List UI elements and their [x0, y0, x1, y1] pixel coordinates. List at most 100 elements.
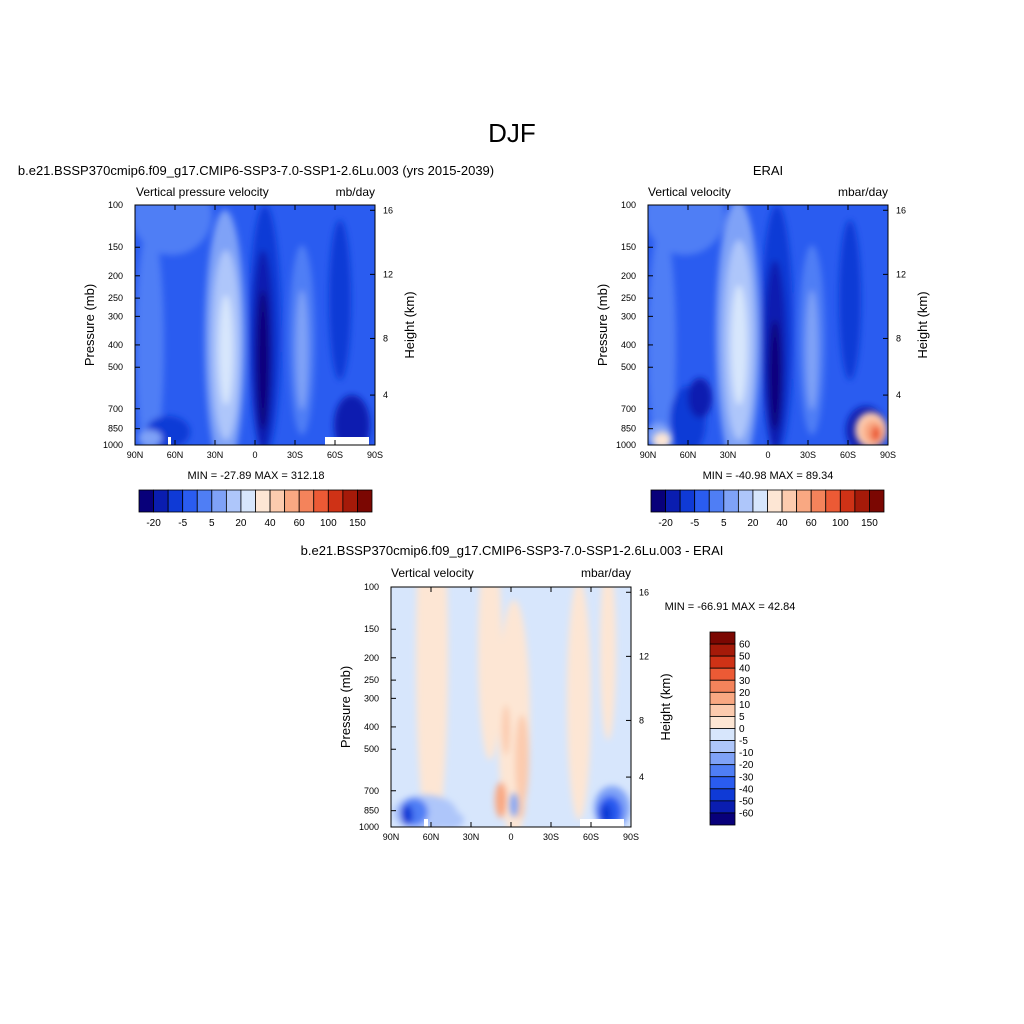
model-xtick-label: 90S: [367, 450, 383, 460]
erai-colorbar-label: 60: [806, 518, 818, 529]
diff-ytick-label: 850: [364, 806, 379, 816]
model-colorbar-box: [255, 489, 271, 513]
diff-xtick-label: 90S: [623, 832, 639, 842]
diff-colorbar-label: 40: [739, 664, 751, 675]
model-colorbar-box: [342, 489, 358, 513]
panel-diff-stats: MIN = -66.91 MAX = 42.84: [665, 601, 796, 613]
model-y2label: Height (km): [402, 291, 417, 358]
diff-colorbar-label: -60: [739, 808, 754, 819]
erai-colorbar-box: [825, 489, 841, 513]
erai-ytick-label: 300: [621, 311, 636, 321]
model-y2tick-label: 16: [383, 205, 393, 215]
panel-model: b.e21.BSSP370cmip6.f09_g17.CMIP6-SSP3-7.…: [18, 163, 494, 529]
panel-diff-title: b.e21.BSSP370cmip6.f09_g17.CMIP6-SSP3-7.…: [301, 543, 724, 558]
erai-colorbar-label: 100: [832, 518, 849, 529]
diff-colorbar-box: [709, 764, 736, 778]
erai-y2tick-label: 12: [896, 269, 906, 279]
diff-ytick-label: 1000: [359, 822, 379, 832]
diff-colorbar-label: -30: [739, 772, 754, 783]
erai-colorbar-box: [767, 489, 783, 513]
erai-xtick-label: 90S: [880, 450, 896, 460]
erai-ytick-label: 400: [621, 340, 636, 350]
diff-colorbar-label: 20: [739, 688, 751, 699]
diff-y2tick-label: 12: [639, 651, 649, 661]
erai-xtick-label: 0: [765, 450, 770, 460]
model-y2tick-label: 8: [383, 333, 388, 343]
panel-model-field: [135, 205, 375, 445]
panel-model-right-subtitle: mb/day: [336, 185, 375, 199]
diff-colorbar-label: -50: [739, 796, 754, 807]
erai-colorbar-label: 150: [861, 518, 878, 529]
erai-colorbar-box: [708, 489, 725, 513]
diff-xtick-label: 60S: [583, 832, 599, 842]
erai-colorbar-box: [869, 489, 885, 513]
model-ytick-label: 500: [108, 362, 123, 372]
diff-colorbar-box: [709, 752, 736, 766]
diff-ylabel: Pressure (mb): [338, 666, 353, 748]
erai-colorbar-box: [665, 489, 681, 513]
diff-ytick-label: 300: [364, 693, 379, 703]
panel-model-axes: 90N 60N 30N 0 30S 60S 90S 100 150 200 250 300 400 500…: [82, 200, 417, 460]
panel-diff-left-subtitle: Vertical velocity: [391, 566, 474, 580]
diff-ytick-label: 100: [364, 582, 379, 592]
erai-xtick-label: 30N: [720, 450, 737, 460]
model-colorbar-label: 40: [265, 518, 277, 529]
panel-erai-field: [648, 205, 888, 445]
erai-colorbar-label: 5: [721, 518, 727, 529]
model-xtick-label: 60S: [327, 450, 343, 460]
erai-colorbar-box: [839, 489, 856, 513]
page-title: DJF: [488, 118, 536, 148]
diff-colorbar-box: [709, 703, 736, 717]
model-colorbar-box: [313, 489, 329, 513]
diff-y2tick-label: 4: [639, 772, 644, 782]
erai-ytick-label: 100: [621, 200, 636, 210]
erai-ytick-label: 150: [621, 242, 636, 252]
model-colorbar-box: [153, 489, 169, 513]
model-ytick-label: 200: [108, 271, 123, 281]
model-colorbar-box: [167, 489, 184, 513]
model-ytick-label: 250: [108, 293, 123, 303]
erai-ytick-label: 850: [621, 424, 636, 434]
diff-colorbar-box: [709, 679, 736, 693]
panel-diff-axes: 90N 60N 30N 0 30S 60S 90S 100 150 200 250 300 400 500…: [338, 582, 673, 842]
panel-erai-right-subtitle: mbar/day: [838, 185, 888, 199]
erai-colorbar-label: -20: [658, 518, 673, 529]
panel-diff-field: [391, 587, 631, 827]
erai-colorbar-box: [650, 489, 666, 513]
erai-ytick-label: 700: [621, 404, 636, 414]
model-colorbar-label: 20: [235, 518, 247, 529]
diff-colorbar-box: [709, 728, 736, 741]
panel-model-colorbar: -20 -5 5 20 40 60 100 150: [138, 489, 373, 529]
erai-y2tick-label: 8: [896, 333, 901, 343]
diff-xtick-label: 30N: [463, 832, 480, 842]
model-y2tick-label: 4: [383, 390, 388, 400]
erai-ytick-label: 200: [621, 271, 636, 281]
model-ytick-label: 1000: [103, 440, 123, 450]
erai-colorbar-box: [694, 489, 710, 513]
model-colorbar-label: 5: [209, 518, 215, 529]
model-colorbar-label: 150: [349, 518, 366, 529]
diff-colorbar-label: -5: [739, 736, 748, 747]
model-colorbar-box: [298, 489, 315, 513]
diff-colorbar-label: 60: [739, 640, 751, 651]
diff-colorbar-box: [709, 740, 736, 754]
erai-y2tick-label: 4: [896, 390, 901, 400]
model-xtick-label: 60N: [167, 450, 184, 460]
model-ytick-label: 400: [108, 340, 123, 350]
model-ytick-label: 700: [108, 404, 123, 414]
erai-xtick-label: 60S: [840, 450, 856, 460]
erai-ytick-label: 500: [621, 362, 636, 372]
erai-colorbar-box: [854, 489, 870, 513]
panel-model-stats: MIN = -27.89 MAX = 312.18: [188, 470, 325, 482]
model-ytick-label: 150: [108, 242, 123, 252]
diff-y2label: Height (km): [658, 673, 673, 740]
model-ytick-label: 100: [108, 200, 123, 210]
diff-xtick-label: 90N: [383, 832, 400, 842]
erai-colorbar-box: [752, 489, 768, 513]
diff-colorbar-box: [709, 812, 736, 826]
model-colorbar-label: -20: [146, 518, 161, 529]
erai-colorbar-label: -5: [690, 518, 699, 529]
model-colorbar-box: [182, 489, 198, 513]
